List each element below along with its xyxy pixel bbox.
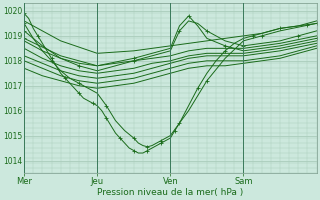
X-axis label: Pression niveau de la mer( hPa ): Pression niveau de la mer( hPa ) [97, 188, 244, 197]
